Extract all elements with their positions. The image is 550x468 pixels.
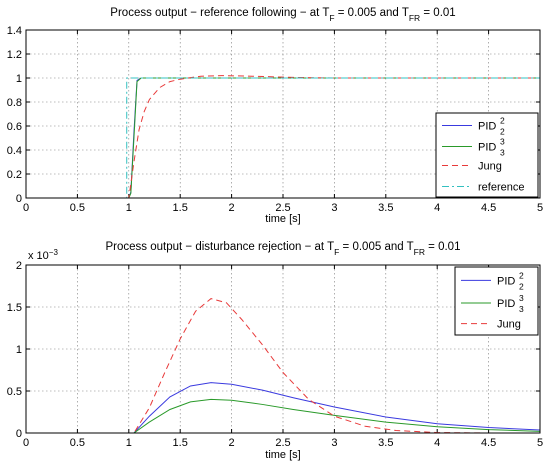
x-axis-label: time [s]	[265, 213, 300, 225]
legend-label: reference	[478, 182, 524, 194]
x-tick-label: 2	[229, 202, 235, 214]
chart-title: Process output − reference following − a…	[110, 7, 455, 23]
y-tick-label: 1.2	[7, 49, 22, 61]
chart-title: Process output − disturbance rejection −…	[106, 241, 461, 257]
chart-panel-2: Process output − disturbance rejection −…	[7, 241, 543, 461]
y-tick-label: 0.8	[7, 97, 22, 109]
x-tick-label: 1.5	[173, 437, 188, 449]
x-tick-label: 0	[23, 437, 29, 449]
series-line-4	[26, 77, 540, 198]
y-tick-label: 0.4	[7, 145, 22, 157]
x-tick-label: 2.5	[275, 202, 290, 214]
y-tick-label: 0	[16, 193, 22, 205]
series-line-1	[26, 382, 540, 433]
x-tick-label: 4.5	[481, 437, 496, 449]
chart-panel-1: Process output − reference following − a…	[7, 7, 543, 225]
y-tick-label: 0.6	[7, 121, 22, 133]
y-tick-label: 0	[16, 428, 22, 440]
y-tick-label: 0.2	[7, 169, 22, 181]
y-tick-label: 2	[16, 260, 22, 272]
legend-box	[454, 266, 539, 336]
x-tick-label: 1	[126, 202, 132, 214]
x-tick-label: 2.5	[275, 437, 290, 449]
series-group	[26, 298, 540, 433]
axes-frame	[25, 29, 541, 199]
axes-frame	[25, 264, 541, 434]
x-axis-label: time [s]	[265, 449, 300, 461]
x-tick-label: 4	[434, 202, 440, 214]
x-tick-label: 0.5	[70, 437, 85, 449]
x-tick-label: 3	[331, 437, 337, 449]
y-tick-label: 0.5	[7, 386, 22, 398]
x-tick-label: 0	[23, 202, 29, 214]
x-tick-label: 1	[126, 437, 132, 449]
legend-label: PID 2 2	[497, 270, 524, 291]
x-tick-label: 5	[537, 437, 543, 449]
x-tick-label: 5	[537, 202, 543, 214]
legend-label: PID 3 3	[478, 137, 505, 158]
x-tick-label: 3	[331, 202, 337, 214]
y-tick-label: 1.5	[7, 302, 22, 314]
x-tick-label: 3.5	[378, 437, 393, 449]
legend-label: PID 2 2	[478, 116, 505, 137]
x-tick-label: 2	[229, 437, 235, 449]
x-tick-label: 4.5	[481, 202, 496, 214]
series-line-3	[26, 75, 540, 198]
x-tick-label: 4	[434, 437, 440, 449]
legend-label: Jung	[497, 319, 521, 331]
y-tick-label: 1	[16, 73, 22, 85]
legend-label: Jung	[478, 161, 502, 173]
x-tick-label: 1.5	[173, 202, 188, 214]
y-exponent-label: x 10−3	[28, 248, 58, 263]
series-group	[26, 75, 540, 198]
series-line-2	[26, 398, 540, 433]
x-tick-label: 3.5	[378, 202, 393, 214]
y-tick-label: 1	[16, 344, 22, 356]
legend-box	[435, 112, 539, 198]
y-tick-label: 1.4	[7, 25, 22, 37]
x-tick-label: 0.5	[70, 202, 85, 214]
legend-label: PID 3 3	[497, 293, 524, 314]
